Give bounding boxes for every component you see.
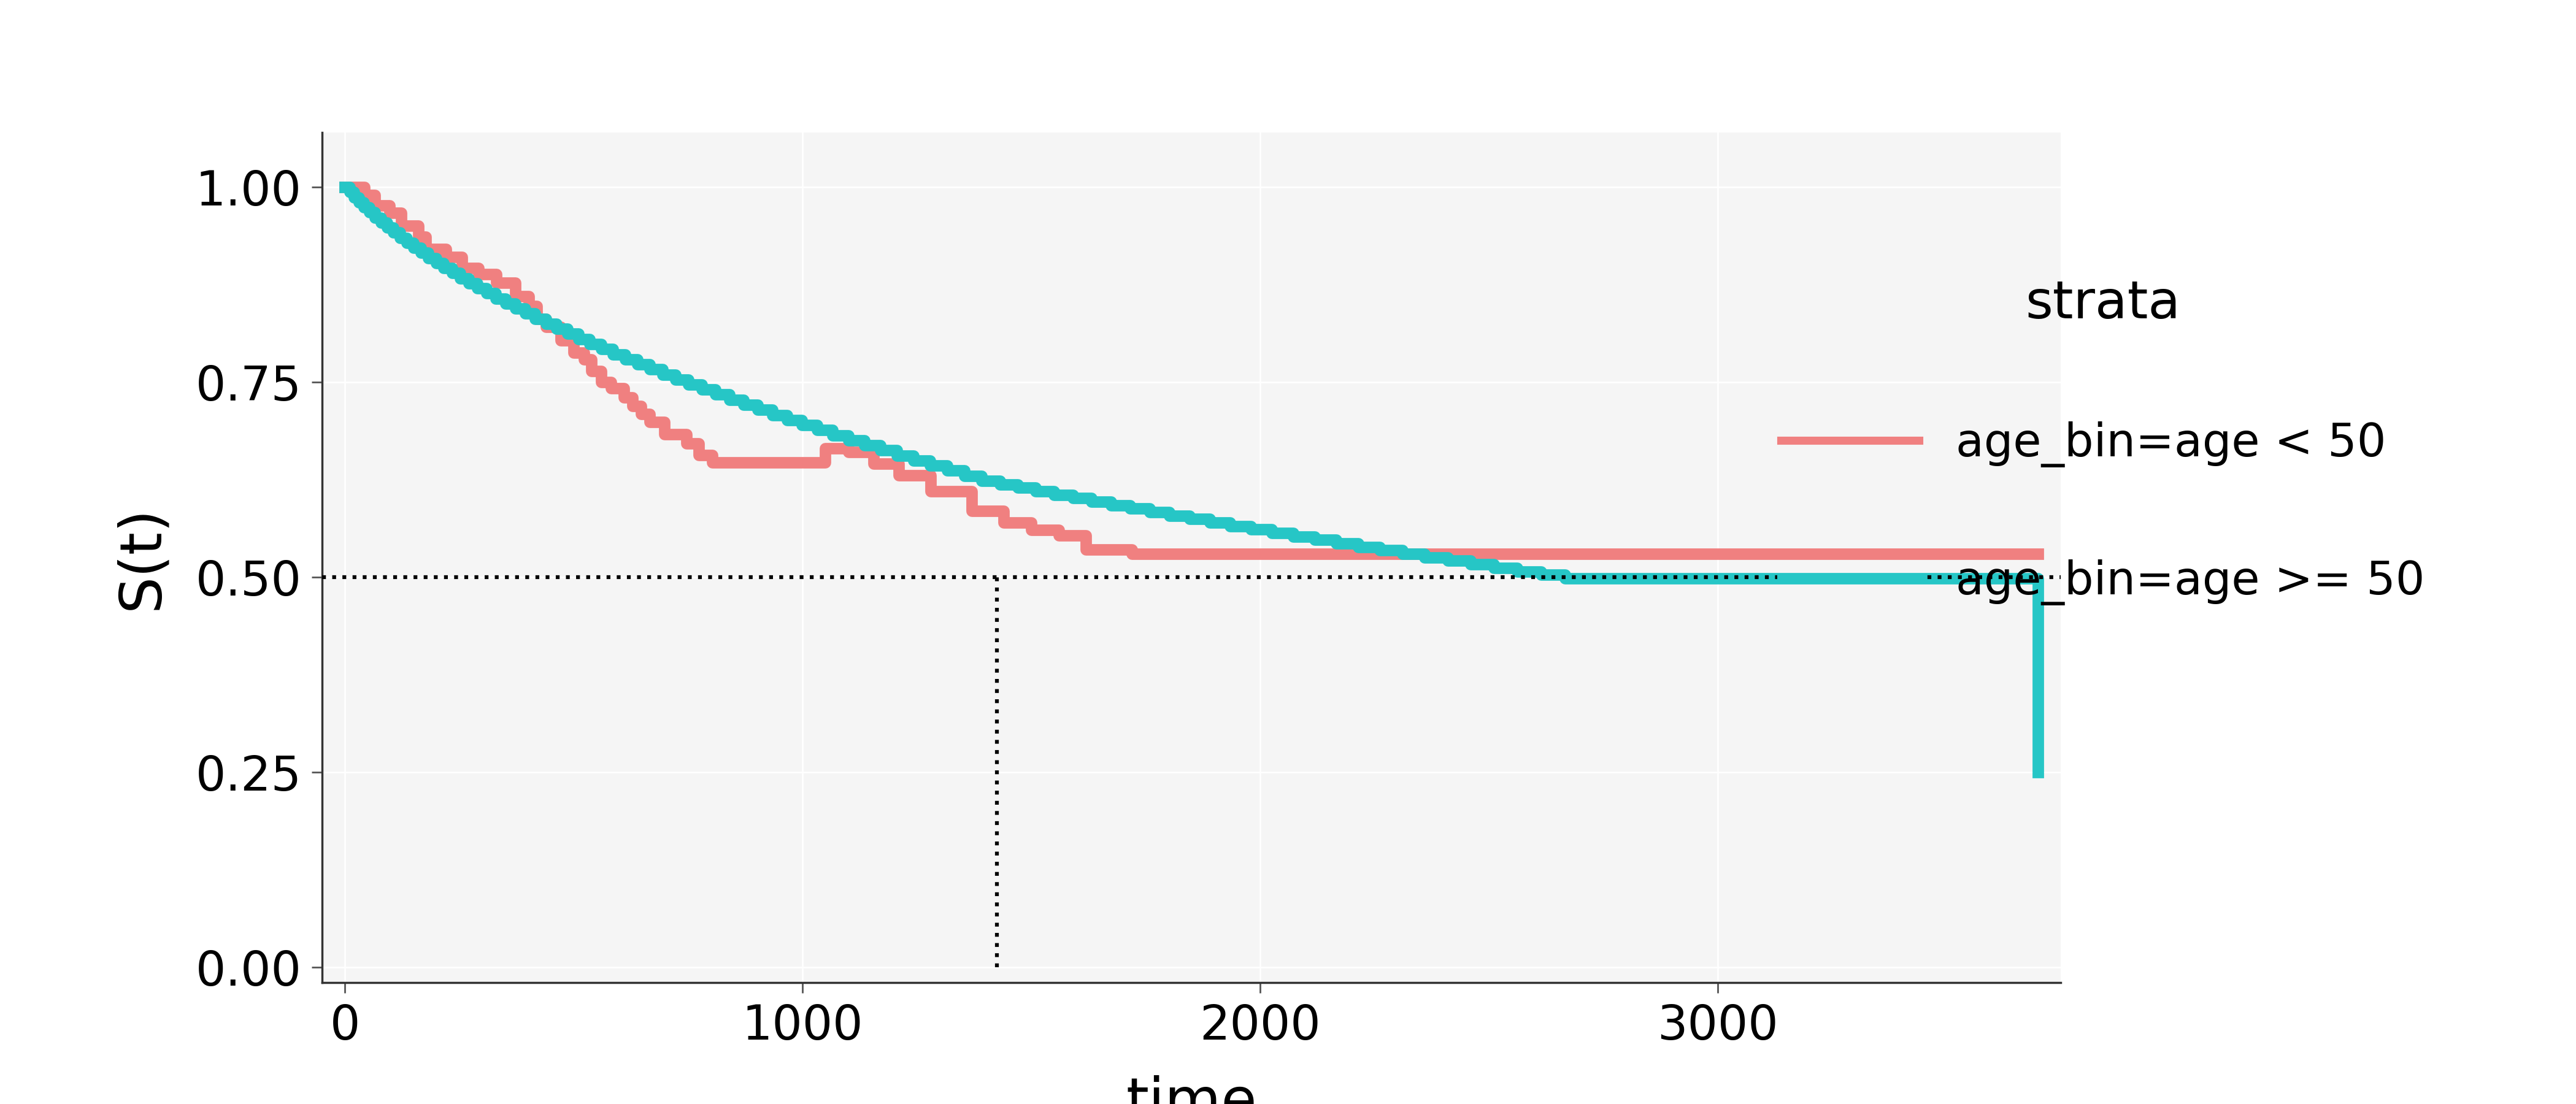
X-axis label: time: time [1126, 1075, 1257, 1104]
Y-axis label: S(t): S(t) [113, 506, 170, 609]
Legend: age_bin=age < 50, age_bin=age >= 50: age_bin=age < 50, age_bin=age >= 50 [1762, 261, 2442, 624]
